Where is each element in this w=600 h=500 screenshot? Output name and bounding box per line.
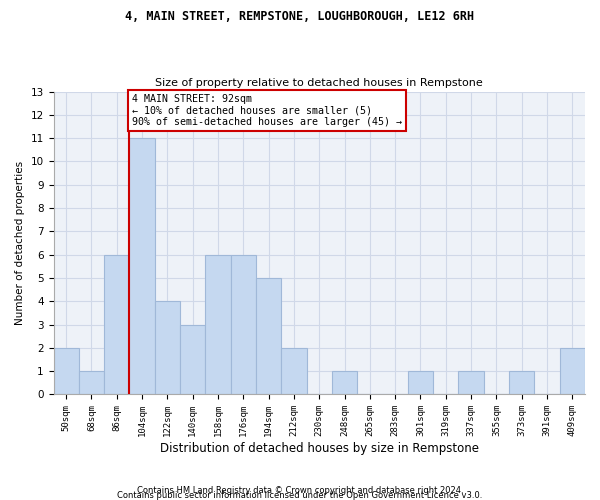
Bar [180,324,205,394]
Text: Contains public sector information licensed under the Open Government Licence v3: Contains public sector information licen… [118,491,482,500]
Bar [130,138,155,394]
Text: Contains HM Land Registry data © Crown copyright and database right 2024.: Contains HM Land Registry data © Crown c… [137,486,463,495]
Bar [509,371,535,394]
Title: Size of property relative to detached houses in Rempstone: Size of property relative to detached ho… [155,78,483,88]
Y-axis label: Number of detached properties: Number of detached properties [15,161,25,325]
Bar [155,302,180,394]
Bar [205,254,230,394]
Bar [53,348,79,395]
Bar [104,254,130,394]
Bar [408,371,433,394]
Bar [79,371,104,394]
Bar [256,278,281,394]
Bar [560,348,585,395]
Text: 4 MAIN STREET: 92sqm
← 10% of detached houses are smaller (5)
90% of semi-detach: 4 MAIN STREET: 92sqm ← 10% of detached h… [132,94,402,127]
Bar [281,348,307,395]
Bar [332,371,357,394]
X-axis label: Distribution of detached houses by size in Rempstone: Distribution of detached houses by size … [160,442,479,455]
Bar [458,371,484,394]
Bar [230,254,256,394]
Text: 4, MAIN STREET, REMPSTONE, LOUGHBOROUGH, LE12 6RH: 4, MAIN STREET, REMPSTONE, LOUGHBOROUGH,… [125,10,475,23]
